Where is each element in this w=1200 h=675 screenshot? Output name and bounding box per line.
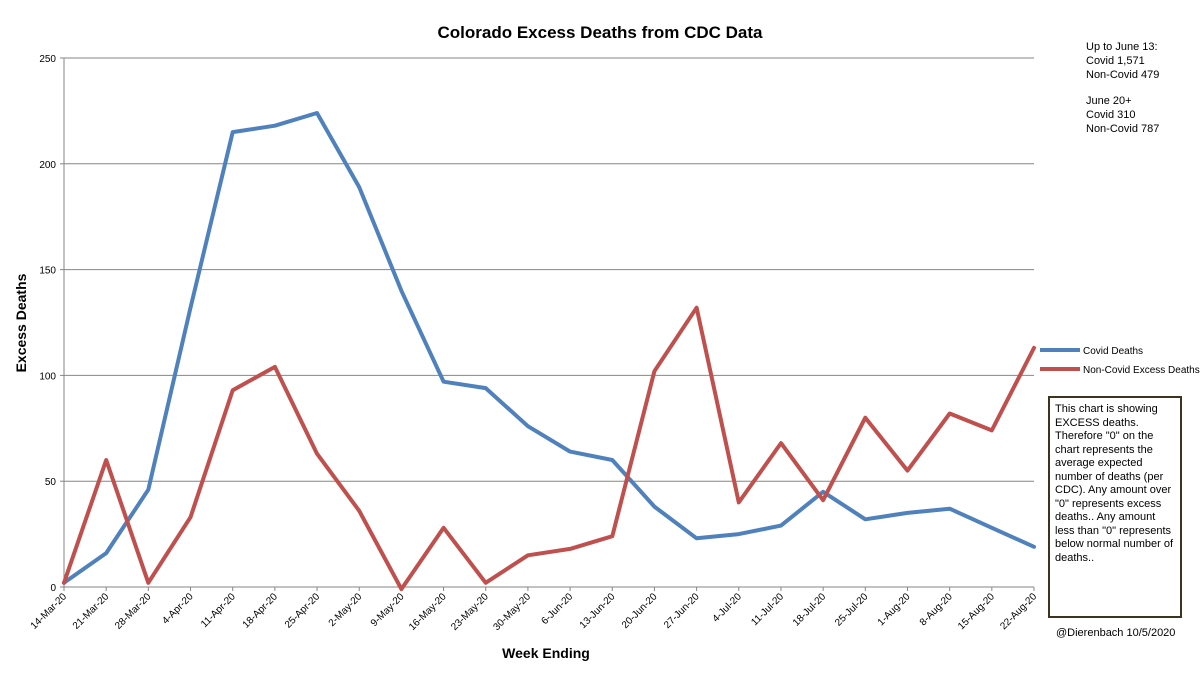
summary-line: Covid 310 [1086,109,1136,121]
x-tick-label: 18-Jul-20 [791,591,829,629]
summary-line: Up to June 13: [1086,41,1158,53]
x-tick-label: 28-Mar-20 [113,591,154,632]
x-axis-title: Week Ending [502,645,590,661]
legend-label: Covid Deaths [1083,346,1143,357]
x-tick-label: 1-Aug-20 [876,591,913,628]
x-tick-label: 30-May-20 [491,591,533,633]
y-tick-label: 150 [39,266,56,277]
summary-notes: Up to June 13: Covid 1,571 Non-Covid 479… [1086,40,1196,136]
author-credit: @Dierenbach 10/5/2020 [1056,627,1176,639]
x-tick-label: 16-May-20 [407,591,449,633]
legend-label: Non-Covid Excess Deaths [1083,365,1200,376]
legend: Covid Deaths Non-Covid Excess Deaths [1040,346,1200,376]
x-tick-label: 21-Mar-20 [71,591,112,632]
y-axis-title: Excess Deaths [13,273,29,372]
y-tick-labels: 0 50 100 150 200 250 [39,54,56,594]
series-line-non-covid-excess-deaths [62,305,1036,592]
y-tick-label: 250 [39,54,56,65]
x-tick-label: 18-Apr-20 [241,591,281,631]
x-tick-label: 6-Jun-20 [540,591,576,627]
series-line-covid-deaths [62,111,1036,585]
summary-line: June 20+ [1086,95,1132,107]
axes [63,58,1035,591]
x-tick-label: 13-Jun-20 [578,591,618,631]
y-tick-label: 0 [50,583,56,594]
x-tick-label: 2-May-20 [327,591,365,629]
summary-line: Non-Covid 479 [1086,69,1160,81]
x-tick-label: 8-Aug-20 [918,591,955,628]
summary-line: Non-Covid 787 [1086,123,1160,135]
x-tick-label: 22-Aug-20 [998,591,1039,632]
x-tick-label: 11-Jul-20 [749,591,786,628]
x-tick-label: 11-Apr-20 [199,591,238,630]
series-lines [62,111,1036,592]
x-tick-label: 27-Jun-20 [662,591,702,631]
summary-line: Covid 1,571 [1086,55,1145,67]
explanation-note: This chart is showing EXCESS deaths. The… [1048,396,1182,618]
x-tick-label: 20-Jun-20 [620,591,660,631]
x-tick-label: 15-Aug-20 [956,591,997,632]
x-tick-label: 25-Jul-20 [833,591,871,629]
x-tick-labels: 14-Mar-20 21-Mar-20 28-Mar-20 4-Apr-20 11-Ap… [29,591,1040,633]
x-tick-label: 14-Mar-20 [29,591,70,632]
x-tick-label: 23-May-20 [449,591,491,633]
gridlines [60,57,1034,588]
y-tick-label: 200 [39,160,56,171]
y-tick-label: 50 [45,477,57,488]
x-tick-label: 9-May-20 [369,591,407,629]
chart-title: Colorado Excess Deaths from CDC Data [438,23,764,42]
y-tick-label: 100 [39,371,56,382]
x-tick-label: 4-Jul-20 [711,591,745,625]
x-tick-label: 25-Apr-20 [283,591,323,631]
x-tick-label: 4-Apr-20 [160,591,196,627]
